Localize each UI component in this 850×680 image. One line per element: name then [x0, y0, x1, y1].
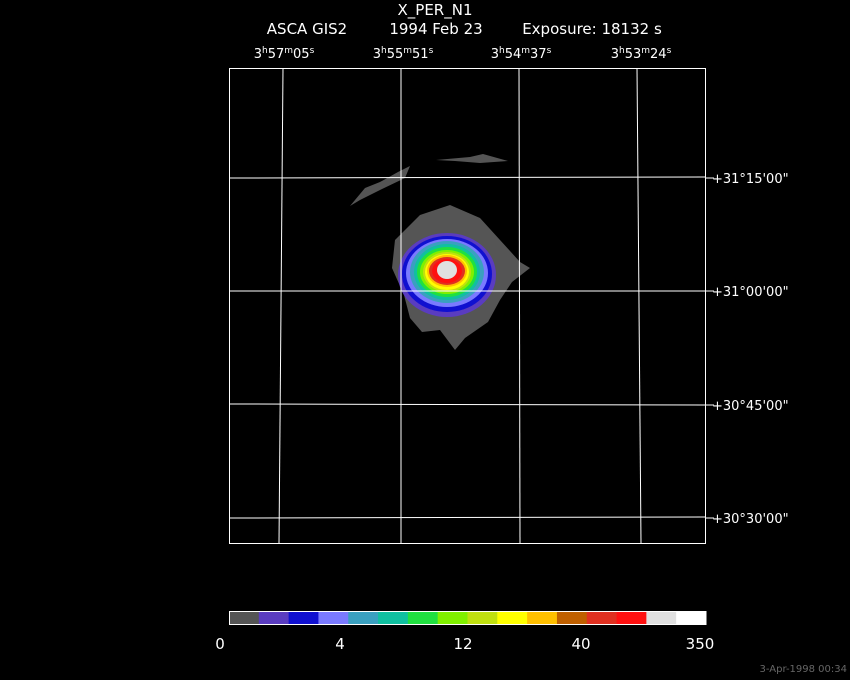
colorbar-label: 40 [571, 635, 590, 653]
colorbar-segment [288, 611, 319, 625]
dec-line [228, 176, 707, 179]
dec-label: +31°00'00" [712, 285, 789, 300]
ra-label: 3h53m24s [611, 46, 672, 62]
ra-unit: m [521, 46, 530, 56]
colorbar-segment [467, 611, 498, 625]
colorbar-segment [258, 611, 290, 625]
instrument: ASCA GIS2 [267, 20, 347, 38]
colorbar-label: 0 [215, 635, 225, 653]
ra-unit: h [262, 46, 268, 56]
date: 1994 Feb 23 [389, 20, 482, 38]
colorbar-segment [616, 611, 647, 625]
emission [350, 166, 410, 206]
ra-unit: h [499, 46, 505, 56]
ra-value: 54 [505, 47, 522, 62]
ra-value: 57 [268, 47, 285, 62]
coordinate-grid [228, 67, 707, 544]
colorbar-segment [646, 611, 677, 625]
colorbar-label: 350 [686, 635, 715, 653]
ra-label: 3h54m37s [491, 46, 552, 62]
ra-unit: s [429, 46, 434, 56]
emission [437, 261, 457, 279]
colorbar-segment [407, 611, 439, 625]
colorbar-frame [229, 611, 706, 625]
ra-label: 3h55m51s [373, 46, 434, 62]
source-image [350, 154, 530, 350]
ra-value: 05 [293, 47, 310, 62]
ra-value: 24 [650, 47, 667, 62]
ra-value: 3 [491, 47, 499, 62]
dec-label: +30°45'00" [712, 399, 789, 414]
colorbar-segment [437, 611, 468, 625]
ra-value: 51 [412, 47, 429, 62]
dec-label: +30°30'00" [712, 512, 789, 527]
dec-label: +31°15'00" [712, 172, 789, 187]
dec-line [228, 516, 707, 519]
ra-line [518, 67, 521, 544]
ra-label: 3h57m05s [254, 46, 315, 62]
title: X_PER_N1 [398, 1, 473, 20]
ra-unit: m [403, 46, 412, 56]
ra-unit: s [667, 46, 672, 56]
colorbar-segment [318, 611, 349, 625]
ra-unit: h [381, 46, 387, 56]
colorbar-segment [229, 611, 260, 625]
colorbar-segment [676, 611, 707, 625]
colorbar-segment [586, 611, 618, 625]
colorbar-label: 4 [335, 635, 345, 653]
exposure: Exposure: 18132 s [522, 20, 662, 38]
colorbar-segment [556, 611, 588, 625]
colorbar-segment [378, 611, 409, 625]
ra-line [636, 67, 642, 544]
colorbar-label: 12 [453, 635, 472, 653]
ra-line [278, 67, 284, 544]
ra-value: 3 [254, 47, 262, 62]
ra-unit: m [284, 46, 293, 56]
dec-line [228, 403, 707, 406]
ra-unit: h [619, 46, 625, 56]
ra-unit: m [641, 46, 650, 56]
emission [436, 154, 508, 163]
colorbar-segment [348, 611, 379, 625]
ra-unit: s [310, 46, 315, 56]
ra-value: 37 [530, 47, 547, 62]
frame [229, 68, 706, 544]
ra-value: 3 [373, 47, 381, 62]
ra-unit: s [547, 46, 552, 56]
ra-value: 55 [387, 47, 404, 62]
colorbar-segment [527, 611, 558, 625]
ra-value: 3 [611, 47, 619, 62]
ra-value: 53 [625, 47, 642, 62]
colorbar-segment [497, 611, 528, 625]
timestamp: 3-Apr-1998 00:34 [760, 664, 847, 675]
